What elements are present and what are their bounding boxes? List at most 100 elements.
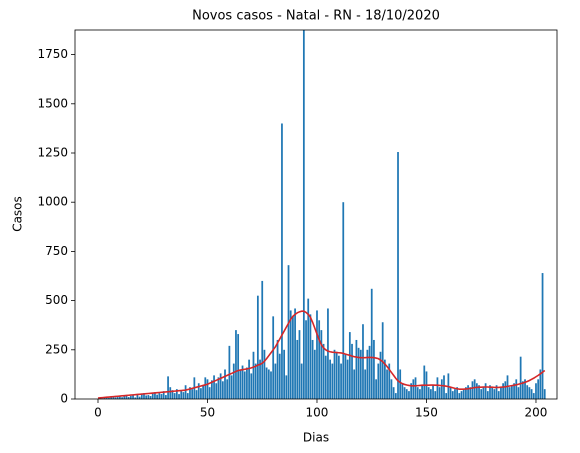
- bar: [121, 397, 123, 399]
- bar: [412, 379, 415, 399]
- bar: [149, 396, 152, 399]
- plot-frame: [74, 29, 558, 400]
- bar: [445, 393, 448, 399]
- bar: [443, 375, 445, 399]
- bar: [392, 387, 395, 399]
- y-tick-label: 1000: [37, 195, 68, 209]
- bar: [151, 393, 154, 399]
- bar: [528, 387, 531, 399]
- bar: [432, 385, 434, 399]
- bar: [165, 395, 167, 399]
- bar: [191, 389, 194, 399]
- bar: [147, 395, 150, 399]
- bar: [186, 393, 189, 399]
- bar: [171, 390, 174, 399]
- bar: [460, 391, 463, 399]
- chart-title: Novos casos - Natal - RN - 18/10/2020: [192, 9, 440, 24]
- bar: [213, 375, 215, 399]
- bar: [143, 393, 145, 399]
- bar: [116, 397, 119, 399]
- y-axis-label: Casos: [11, 196, 25, 232]
- x-tick-label: 50: [200, 406, 215, 420]
- bar: [434, 391, 437, 399]
- bar: [517, 387, 520, 399]
- bar: [298, 330, 301, 399]
- bar: [515, 379, 518, 399]
- bar: [480, 389, 483, 399]
- bar: [366, 349, 369, 399]
- bar: [493, 389, 496, 399]
- bar: [381, 322, 384, 399]
- bar: [535, 383, 537, 399]
- bar: [204, 377, 207, 399]
- bar: [119, 396, 121, 399]
- bar: [473, 379, 476, 399]
- bar: [281, 123, 283, 399]
- bar: [160, 394, 163, 399]
- bar: [324, 355, 327, 399]
- bar: [331, 363, 334, 399]
- bar: [482, 387, 485, 399]
- bar: [500, 387, 502, 399]
- bar: [383, 359, 386, 399]
- bar: [252, 351, 255, 399]
- bar: [256, 295, 259, 399]
- bar: [180, 391, 183, 399]
- bar: [421, 385, 423, 399]
- bar: [318, 320, 321, 399]
- bar: [250, 373, 253, 399]
- bar: [388, 363, 391, 399]
- bar: [162, 391, 165, 399]
- bar: [539, 369, 542, 399]
- bar: [486, 391, 489, 399]
- bar: [419, 389, 421, 399]
- trend-line: [97, 310, 546, 399]
- bar: [340, 363, 342, 399]
- bar: [344, 353, 347, 399]
- bar: [261, 280, 264, 399]
- bar: [335, 351, 338, 399]
- bar: [399, 369, 402, 399]
- bar: [379, 351, 382, 399]
- bar: [530, 389, 533, 399]
- bar: [355, 339, 358, 399]
- bar: [537, 379, 540, 399]
- bar: [484, 383, 487, 399]
- bar: [342, 202, 345, 399]
- y-tick-label: 1500: [37, 96, 68, 110]
- bar: [327, 308, 329, 399]
- x-tick-label: 0: [94, 406, 102, 420]
- bar: [403, 387, 406, 399]
- bar: [320, 330, 323, 399]
- bar: [305, 320, 307, 399]
- bar: [532, 393, 535, 399]
- bar: [274, 363, 277, 399]
- bar: [377, 363, 380, 399]
- bar: [302, 30, 305, 399]
- bar: [373, 339, 375, 399]
- bar: [370, 288, 373, 399]
- bar: [243, 371, 246, 399]
- bar: [390, 379, 393, 399]
- bar: [167, 376, 169, 399]
- bar: [140, 394, 143, 399]
- bar: [232, 363, 235, 399]
- bar: [224, 369, 226, 399]
- x-tick-label: 200: [525, 406, 548, 420]
- bar: [125, 395, 128, 399]
- bar: [440, 379, 443, 399]
- x-axis-label: Dias: [303, 431, 329, 445]
- bar: [197, 383, 200, 399]
- bar: [353, 369, 356, 399]
- bar: [228, 345, 231, 399]
- bar: [132, 395, 134, 399]
- bar: [311, 339, 314, 399]
- bar: [513, 383, 515, 399]
- bar: [127, 397, 130, 399]
- bar: [173, 393, 176, 399]
- bar: [217, 377, 220, 399]
- bar: [410, 383, 413, 399]
- bar: [338, 355, 340, 399]
- x-tick-label: 150: [415, 406, 438, 420]
- bar: [408, 391, 410, 399]
